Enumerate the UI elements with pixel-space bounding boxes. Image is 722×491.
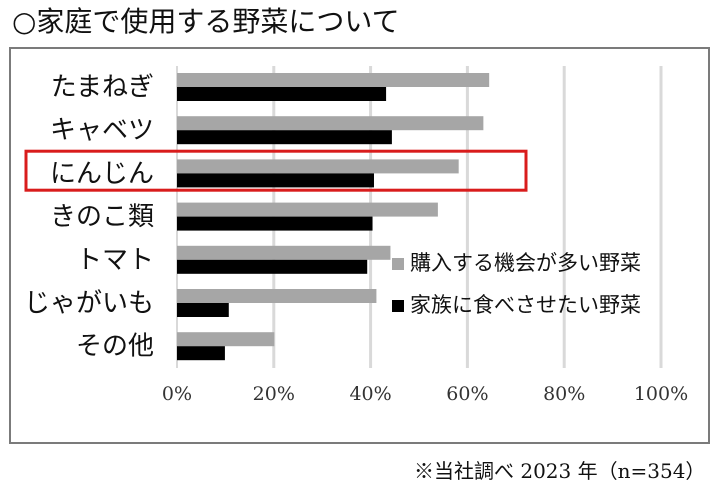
- legend-swatch-0: [392, 258, 404, 270]
- bar-purchase-0: [177, 73, 490, 87]
- category-label-1: キャベツ: [50, 116, 154, 146]
- bar-feed-5: [177, 303, 229, 317]
- category-label-2: にんじん: [50, 159, 154, 189]
- category-label-3: きのこ類: [50, 202, 154, 232]
- bar-purchase-1: [177, 116, 484, 131]
- category-label-4: トマト: [76, 245, 154, 275]
- bar-purchase-3: [177, 202, 438, 217]
- category-label-6: その他: [76, 332, 154, 362]
- legend-swatch-1: [392, 300, 404, 312]
- x-tick-label-80: 80%: [543, 383, 585, 405]
- bar-purchase-6: [177, 332, 275, 347]
- category-label-5: じゃがいも: [24, 289, 154, 319]
- legend-label-0: 購入する機会が多い野菜: [410, 251, 641, 275]
- x-tick-label-60: 60%: [446, 383, 488, 405]
- bar-feed-3: [177, 216, 373, 231]
- bar-purchase-4: [177, 245, 391, 260]
- bar-purchase-5: [177, 289, 377, 303]
- x-tick-label-40: 40%: [349, 383, 391, 405]
- chart-frame: [9, 47, 710, 444]
- bar-purchase-2: [177, 159, 459, 174]
- bar-feed-1: [177, 130, 392, 145]
- page-title: ○家庭で使用する野菜について: [12, 5, 400, 38]
- highlight-box: [24, 149, 528, 192]
- x-tick-label-100: 100%: [634, 383, 688, 405]
- bar-feed-4: [177, 259, 368, 274]
- bar-feed-0: [177, 87, 387, 101]
- category-label-0: たまねぎ: [51, 73, 154, 103]
- bar-feed-6: [177, 346, 225, 361]
- bar-feed-2: [177, 173, 374, 188]
- survey-footnote: ※当社調べ 2023 年（n=354）: [414, 459, 706, 483]
- x-tick-label-20: 20%: [253, 383, 295, 405]
- x-tick-label-0: 0%: [162, 383, 192, 405]
- legend-label-1: 家族に食べさせたい野菜: [410, 293, 641, 317]
